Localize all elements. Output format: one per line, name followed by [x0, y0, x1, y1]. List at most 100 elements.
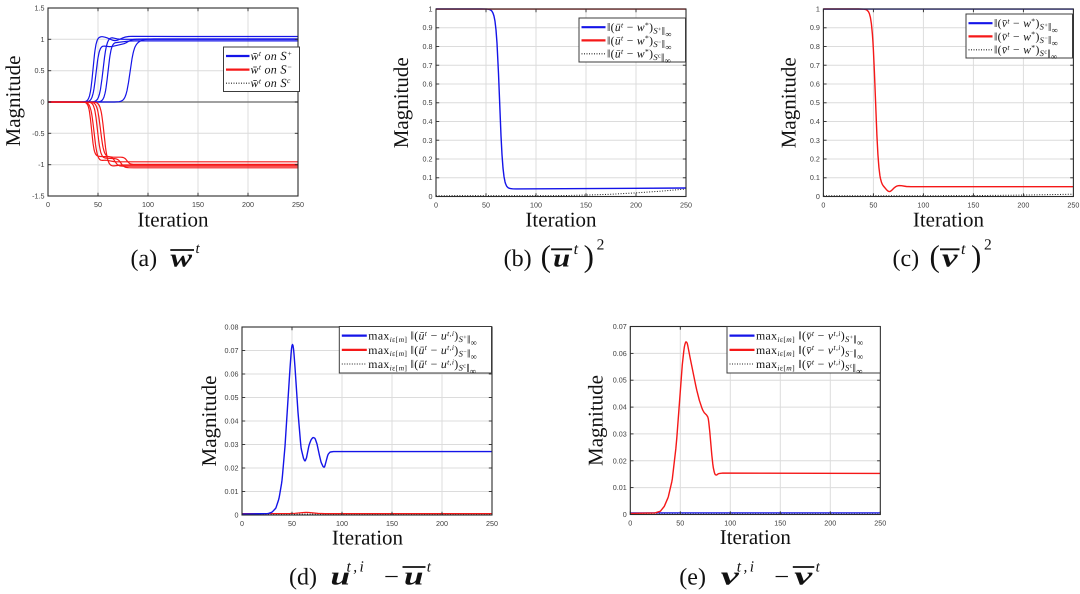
svg-text:0: 0 — [821, 201, 825, 210]
svg-text:200: 200 — [1017, 201, 1029, 210]
svg-text:250: 250 — [1067, 201, 1079, 210]
svg-text:u: u — [553, 243, 570, 272]
svg-text:250: 250 — [874, 519, 886, 528]
svg-text:150: 150 — [192, 200, 204, 209]
svg-text:0.8: 0.8 — [810, 42, 820, 51]
svg-text:0.5: 0.5 — [810, 98, 820, 107]
svg-text:t: t — [574, 241, 579, 258]
svg-text:(e): (e) — [679, 565, 706, 591]
svg-text:-1: -1 — [38, 160, 44, 169]
svg-text:−: − — [384, 565, 399, 591]
svg-text:0.05: 0.05 — [613, 376, 627, 385]
svg-text:100: 100 — [336, 519, 348, 528]
svg-text:0: 0 — [46, 200, 50, 209]
svg-text:50: 50 — [288, 519, 296, 528]
svg-text:Iteration: Iteration — [913, 208, 985, 232]
svg-text:200: 200 — [630, 201, 642, 210]
svg-text:Magnitude: Magnitude — [389, 57, 413, 148]
svg-text:0.5: 0.5 — [423, 98, 433, 107]
svg-text:t: t — [196, 241, 201, 257]
svg-text:0.9: 0.9 — [423, 23, 433, 32]
svg-text:w̄t on S−: w̄t on S− — [251, 63, 293, 77]
svg-text:100: 100 — [530, 201, 542, 210]
svg-text:Magnitude: Magnitude — [584, 375, 608, 466]
svg-text:0: 0 — [41, 98, 45, 107]
svg-text:200: 200 — [824, 519, 836, 528]
svg-text:150: 150 — [386, 519, 398, 528]
svg-text:Iteration: Iteration — [137, 208, 209, 232]
svg-text:0: 0 — [240, 519, 244, 528]
svg-text:0.9: 0.9 — [810, 23, 820, 32]
svg-text:0.3: 0.3 — [423, 136, 433, 145]
svg-text:1.5: 1.5 — [35, 4, 45, 13]
svg-text:0.04: 0.04 — [613, 403, 627, 412]
svg-text:2: 2 — [597, 237, 605, 254]
svg-text:1: 1 — [816, 5, 820, 14]
svg-text:t: t — [427, 560, 432, 576]
svg-text:0.1: 0.1 — [423, 173, 433, 182]
svg-text:0.01: 0.01 — [613, 483, 627, 492]
svg-text:0.02: 0.02 — [613, 456, 627, 465]
svg-text:0.4: 0.4 — [810, 117, 820, 126]
svg-text:0.2: 0.2 — [810, 155, 820, 164]
svg-text:200: 200 — [242, 200, 254, 209]
svg-text:−: − — [774, 565, 789, 591]
svg-text:0: 0 — [429, 192, 433, 201]
svg-text:v: v — [721, 562, 740, 591]
svg-text:t,i: t,i — [347, 559, 367, 576]
svg-text:0.02: 0.02 — [225, 464, 239, 473]
svg-text:200: 200 — [436, 519, 448, 528]
svg-text:1: 1 — [41, 35, 45, 44]
svg-text:v: v — [794, 562, 813, 591]
svg-text:0.5: 0.5 — [35, 66, 45, 75]
svg-text:0.7: 0.7 — [810, 61, 820, 70]
svg-text:0.03: 0.03 — [613, 429, 627, 438]
svg-text:0.3: 0.3 — [810, 136, 820, 145]
svg-text:(c): (c) — [893, 246, 920, 272]
svg-text:(: ( — [930, 239, 940, 274]
svg-text:250: 250 — [486, 519, 498, 528]
svg-text:0: 0 — [628, 519, 632, 528]
svg-text:50: 50 — [94, 200, 102, 209]
svg-text:150: 150 — [580, 201, 592, 210]
svg-text:0: 0 — [434, 201, 438, 210]
svg-text:): ) — [971, 239, 981, 274]
svg-text:u: u — [404, 562, 424, 591]
svg-text:50: 50 — [482, 201, 490, 210]
svg-text:-1.5: -1.5 — [32, 192, 44, 201]
svg-text:0.03: 0.03 — [225, 440, 239, 449]
svg-text:250: 250 — [292, 200, 304, 209]
svg-text:100: 100 — [724, 519, 736, 528]
svg-text:w̄t on S+: w̄t on S+ — [251, 49, 293, 63]
svg-text:Magnitude: Magnitude — [776, 57, 800, 148]
svg-text:100: 100 — [917, 201, 929, 210]
svg-text:w̄t on Sc: w̄t on Sc — [251, 76, 291, 90]
svg-text:0.8: 0.8 — [423, 42, 433, 51]
svg-text:0: 0 — [816, 192, 820, 201]
svg-text:100: 100 — [142, 200, 154, 209]
svg-text:): ) — [584, 239, 594, 274]
svg-text:1: 1 — [429, 5, 433, 14]
svg-text:0.2: 0.2 — [423, 155, 433, 164]
svg-text:0.07: 0.07 — [225, 346, 239, 355]
svg-text:150: 150 — [774, 519, 786, 528]
svg-text:0.7: 0.7 — [423, 61, 433, 70]
svg-text:150: 150 — [967, 201, 979, 210]
svg-text:0.4: 0.4 — [423, 117, 433, 126]
svg-text:0.1: 0.1 — [810, 173, 820, 182]
svg-text:0.08: 0.08 — [225, 323, 239, 332]
svg-text:(: ( — [541, 239, 551, 274]
svg-text:t,i: t,i — [737, 559, 757, 576]
svg-text:50: 50 — [676, 519, 684, 528]
svg-text:-0.5: -0.5 — [32, 129, 44, 138]
svg-text:(d): (d) — [289, 565, 317, 591]
svg-text:0.04: 0.04 — [225, 417, 239, 426]
svg-text:50: 50 — [869, 201, 877, 210]
svg-text:w: w — [171, 243, 193, 272]
svg-text:u: u — [331, 562, 351, 591]
svg-text:(a): (a) — [131, 246, 158, 272]
svg-text:0.07: 0.07 — [613, 322, 627, 331]
svg-text:t: t — [961, 241, 966, 258]
svg-text:0.06: 0.06 — [613, 349, 627, 358]
svg-text:250: 250 — [680, 201, 692, 210]
